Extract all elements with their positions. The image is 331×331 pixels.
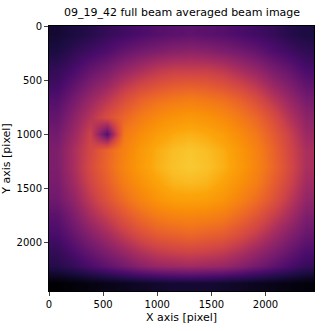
svg-text:09_19_42 full beam averaged be: 09_19_42 full beam averaged beam image	[64, 6, 300, 19]
svg-text:2000: 2000	[17, 237, 42, 248]
svg-text:500: 500	[23, 75, 42, 86]
svg-text:0: 0	[36, 21, 42, 32]
svg-text:0: 0	[46, 299, 52, 310]
svg-text:X axis [pixel]: X axis [pixel]	[146, 311, 217, 324]
svg-text:1000: 1000	[145, 299, 170, 310]
svg-text:Y axis [pixel]: Y axis [pixel]	[0, 123, 13, 194]
svg-text:1500: 1500	[17, 183, 42, 194]
svg-text:1000: 1000	[17, 129, 42, 140]
svg-text:1500: 1500	[199, 299, 224, 310]
svg-text:500: 500	[94, 299, 113, 310]
svg-text:2000: 2000	[253, 299, 278, 310]
